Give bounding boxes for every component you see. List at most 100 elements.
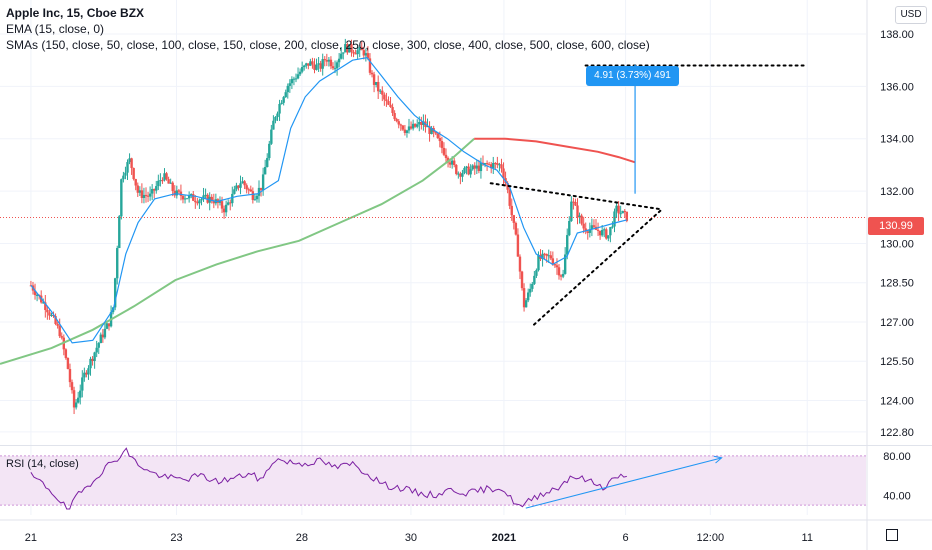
candle-body (533, 275, 536, 284)
candle-body (498, 164, 501, 166)
candle-body (284, 92, 287, 98)
rsi-legend[interactable]: RSI (14, close) (6, 458, 79, 470)
candle-body (294, 78, 298, 80)
candle-body (233, 189, 236, 194)
candle-body (405, 130, 409, 133)
candle-body (473, 165, 476, 169)
candle-body (81, 377, 84, 391)
candle-body (200, 199, 203, 201)
candle-body (389, 104, 392, 107)
candle-body (130, 158, 133, 169)
candle-body (407, 126, 411, 131)
candle-body (282, 97, 285, 103)
candle-body (500, 164, 503, 169)
candle-body (506, 183, 509, 190)
candle-body (547, 255, 550, 257)
candle-body (422, 121, 425, 126)
candle-body (383, 94, 386, 100)
candle-body (409, 126, 413, 129)
candle-body (559, 275, 563, 277)
candle-body (621, 210, 624, 214)
candle-body (220, 201, 224, 209)
candle-body (222, 208, 226, 213)
candle-body (360, 47, 363, 51)
candle-body (99, 334, 102, 344)
candle-body (485, 163, 489, 165)
candle-body (370, 72, 374, 75)
candle-body (461, 173, 464, 177)
candle-body (526, 292, 530, 301)
candle-body (89, 358, 92, 369)
candle-body (413, 123, 417, 127)
candle-body (95, 347, 98, 353)
candle-body (288, 83, 292, 86)
candle-body (381, 90, 384, 95)
candle-body (450, 160, 454, 165)
candle-body (337, 58, 341, 63)
price-axis-label: 127.00 (880, 317, 914, 329)
candle-body (455, 164, 458, 174)
candle-body (231, 193, 234, 204)
candle-body (46, 309, 49, 313)
sma-green-line (0, 137, 475, 365)
candle-body (48, 312, 51, 316)
candle-body (138, 190, 142, 193)
candle-body (397, 121, 400, 125)
candle-body (313, 64, 316, 70)
candle-body (465, 166, 468, 168)
chart-title: Apple Inc, 15, Cboe BZX (6, 6, 145, 20)
candle-body (391, 106, 394, 114)
ema-legend[interactable]: EMA (15, close, 0) (6, 22, 105, 36)
candle-body (529, 288, 532, 293)
candle-body (171, 182, 174, 191)
price-axis-label: 128.50 (880, 278, 914, 290)
candle-body (340, 53, 343, 59)
candle-body (280, 102, 283, 104)
time-axis-label: 12:00 (697, 532, 725, 544)
candle-body (537, 254, 540, 271)
sma-legend[interactable]: SMAs (150, close, 50, close, 100, close,… (6, 38, 650, 52)
candle-body (512, 215, 516, 223)
candle-body (194, 200, 197, 203)
candle-body (126, 162, 129, 173)
time-axis-label: 28 (296, 532, 308, 544)
candle-body (202, 195, 205, 200)
candle-body (42, 302, 45, 304)
candle-body (576, 205, 579, 218)
candle-body (358, 47, 361, 51)
currency-button[interactable]: USD (895, 6, 927, 24)
candle-body (490, 164, 493, 169)
candle-body (387, 101, 390, 105)
candle-body (60, 336, 63, 338)
rsi-divergence-arrow (525, 457, 722, 509)
measure-label: 4.91 (3.73%) 491 (586, 66, 679, 86)
candle-body (292, 78, 296, 80)
candle-body (91, 358, 94, 361)
candle-body (274, 117, 277, 121)
candle-body (122, 175, 125, 180)
candle-body (142, 194, 146, 198)
candle-body (259, 187, 263, 190)
candle-body (615, 205, 618, 212)
settings-icon[interactable] (886, 529, 898, 541)
candle-body (305, 63, 308, 66)
candle-body (442, 147, 446, 155)
triangle-pattern-line (489, 182, 663, 211)
candle-body (116, 248, 119, 279)
candle-body (70, 382, 74, 391)
rsi-axis-label: 80.00 (883, 451, 911, 463)
candle-body (494, 163, 497, 165)
candle-body (329, 59, 333, 67)
candle-body (566, 235, 569, 255)
candle-body (596, 229, 600, 231)
candle-body (245, 185, 248, 190)
candle-body (210, 196, 213, 201)
candle-body (366, 53, 370, 59)
candle-body (354, 53, 357, 55)
candle-body (568, 221, 571, 236)
candle-body (241, 181, 244, 184)
candle-body (159, 180, 162, 182)
candle-body (148, 193, 152, 197)
candle-body (514, 222, 518, 235)
